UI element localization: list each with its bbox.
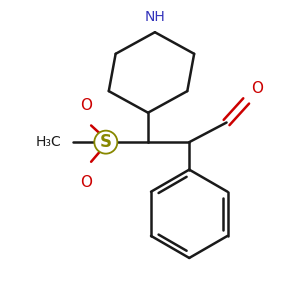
Text: O: O: [80, 98, 92, 113]
Text: O: O: [251, 81, 263, 96]
Text: H₃C: H₃C: [36, 135, 62, 149]
Text: S: S: [100, 133, 112, 151]
Text: NH: NH: [145, 11, 165, 24]
Text: O: O: [80, 175, 92, 190]
